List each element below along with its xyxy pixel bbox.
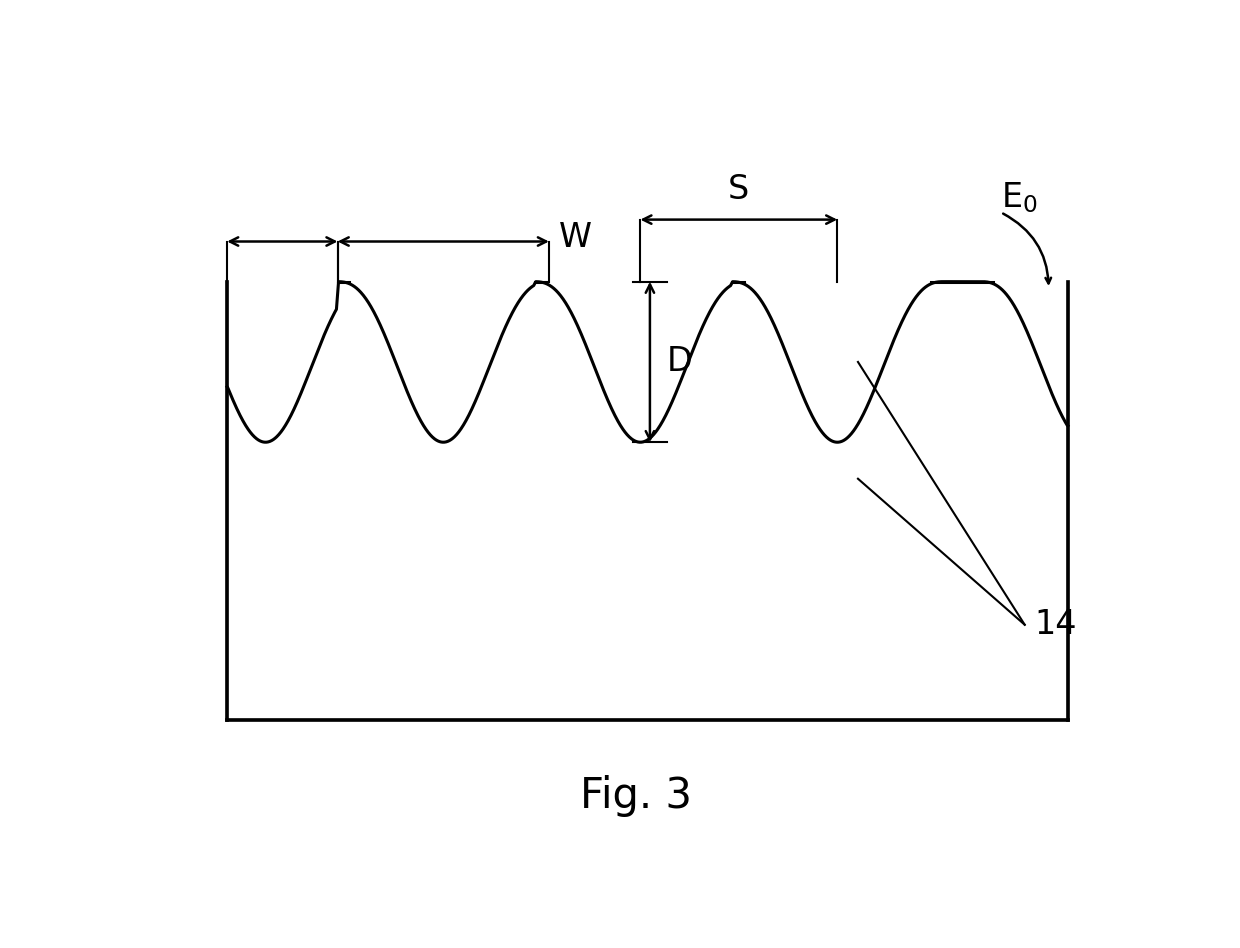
Text: Fig. 3: Fig. 3 xyxy=(579,775,692,817)
Text: 14: 14 xyxy=(1034,609,1076,641)
Text: W: W xyxy=(558,221,591,254)
Polygon shape xyxy=(227,282,1068,720)
Text: E$_0$: E$_0$ xyxy=(1001,180,1038,215)
Text: D: D xyxy=(667,345,693,378)
Text: S: S xyxy=(728,173,749,207)
